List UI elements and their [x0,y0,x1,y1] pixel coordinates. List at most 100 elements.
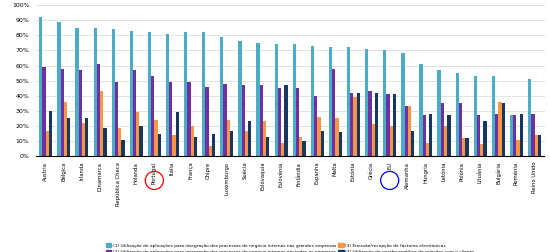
Bar [67,118,70,156]
Bar [437,70,441,156]
Bar [223,84,227,156]
Bar [194,137,197,156]
Bar [502,103,505,156]
Bar [220,37,223,156]
Bar [130,31,133,156]
Bar [402,53,405,156]
Bar [462,138,465,156]
Bar [339,132,342,156]
Bar [447,115,450,156]
Bar [238,41,241,156]
Bar [188,82,190,156]
Bar [455,73,459,156]
Bar [405,106,408,156]
Bar [205,87,208,156]
Bar [311,46,314,156]
Bar [483,121,487,156]
Bar [296,88,299,156]
Bar [118,128,122,156]
Bar [49,111,52,156]
Bar [155,120,158,156]
Bar [422,115,426,156]
Bar [39,17,42,156]
Bar [480,144,483,156]
Bar [133,70,136,156]
Bar [332,69,336,156]
Bar [112,29,115,156]
Bar [302,141,306,156]
Bar [46,131,49,156]
Bar [85,118,89,156]
Bar [248,121,251,156]
Bar [173,135,175,156]
Bar [64,102,67,156]
Bar [184,32,188,156]
Bar [314,96,317,156]
Bar [383,50,387,156]
Bar [266,137,270,156]
Bar [175,112,179,156]
Bar [350,93,354,156]
Bar [390,126,393,156]
Bar [103,128,107,156]
Bar [79,70,82,156]
Bar [169,82,173,156]
Bar [498,102,502,156]
Bar [372,124,375,156]
Bar [474,76,477,156]
Bar [531,114,535,156]
Bar [375,93,378,156]
Bar [510,115,513,156]
Bar [212,134,215,156]
Bar [42,67,46,156]
Bar [263,121,266,156]
Bar [354,97,357,156]
Bar [426,143,429,156]
Bar [293,44,296,156]
Bar [82,123,85,156]
Bar [441,103,444,156]
Bar [513,115,516,156]
Bar [408,106,411,156]
Bar [459,103,462,156]
Bar [190,126,194,156]
Bar [347,47,350,156]
Bar [284,85,288,156]
Bar [208,146,212,156]
Bar [230,131,233,156]
Bar [278,88,281,156]
Bar [387,94,390,156]
Bar [538,135,541,156]
Bar [60,69,64,156]
Bar [158,134,161,156]
Bar [148,32,151,156]
Bar [94,28,97,156]
Bar [241,85,245,156]
Bar [465,138,469,156]
Bar [140,126,143,156]
Bar [115,82,118,156]
Bar [202,32,205,156]
Bar [535,135,538,156]
Bar [492,76,495,156]
Bar [227,120,230,156]
Bar [122,140,125,156]
Bar [528,79,531,156]
Bar [329,47,332,156]
Bar [57,22,60,156]
Bar [97,64,100,156]
Bar [274,44,278,156]
Bar [245,131,248,156]
Bar [516,140,520,156]
Bar [411,131,414,156]
Bar [75,28,79,156]
Bar [321,131,324,156]
Bar [429,114,432,156]
Bar [317,117,321,156]
Bar [393,94,396,156]
Bar [520,114,523,156]
Bar [477,115,480,156]
Bar [151,76,155,156]
Bar [256,43,260,156]
Bar [495,114,498,156]
